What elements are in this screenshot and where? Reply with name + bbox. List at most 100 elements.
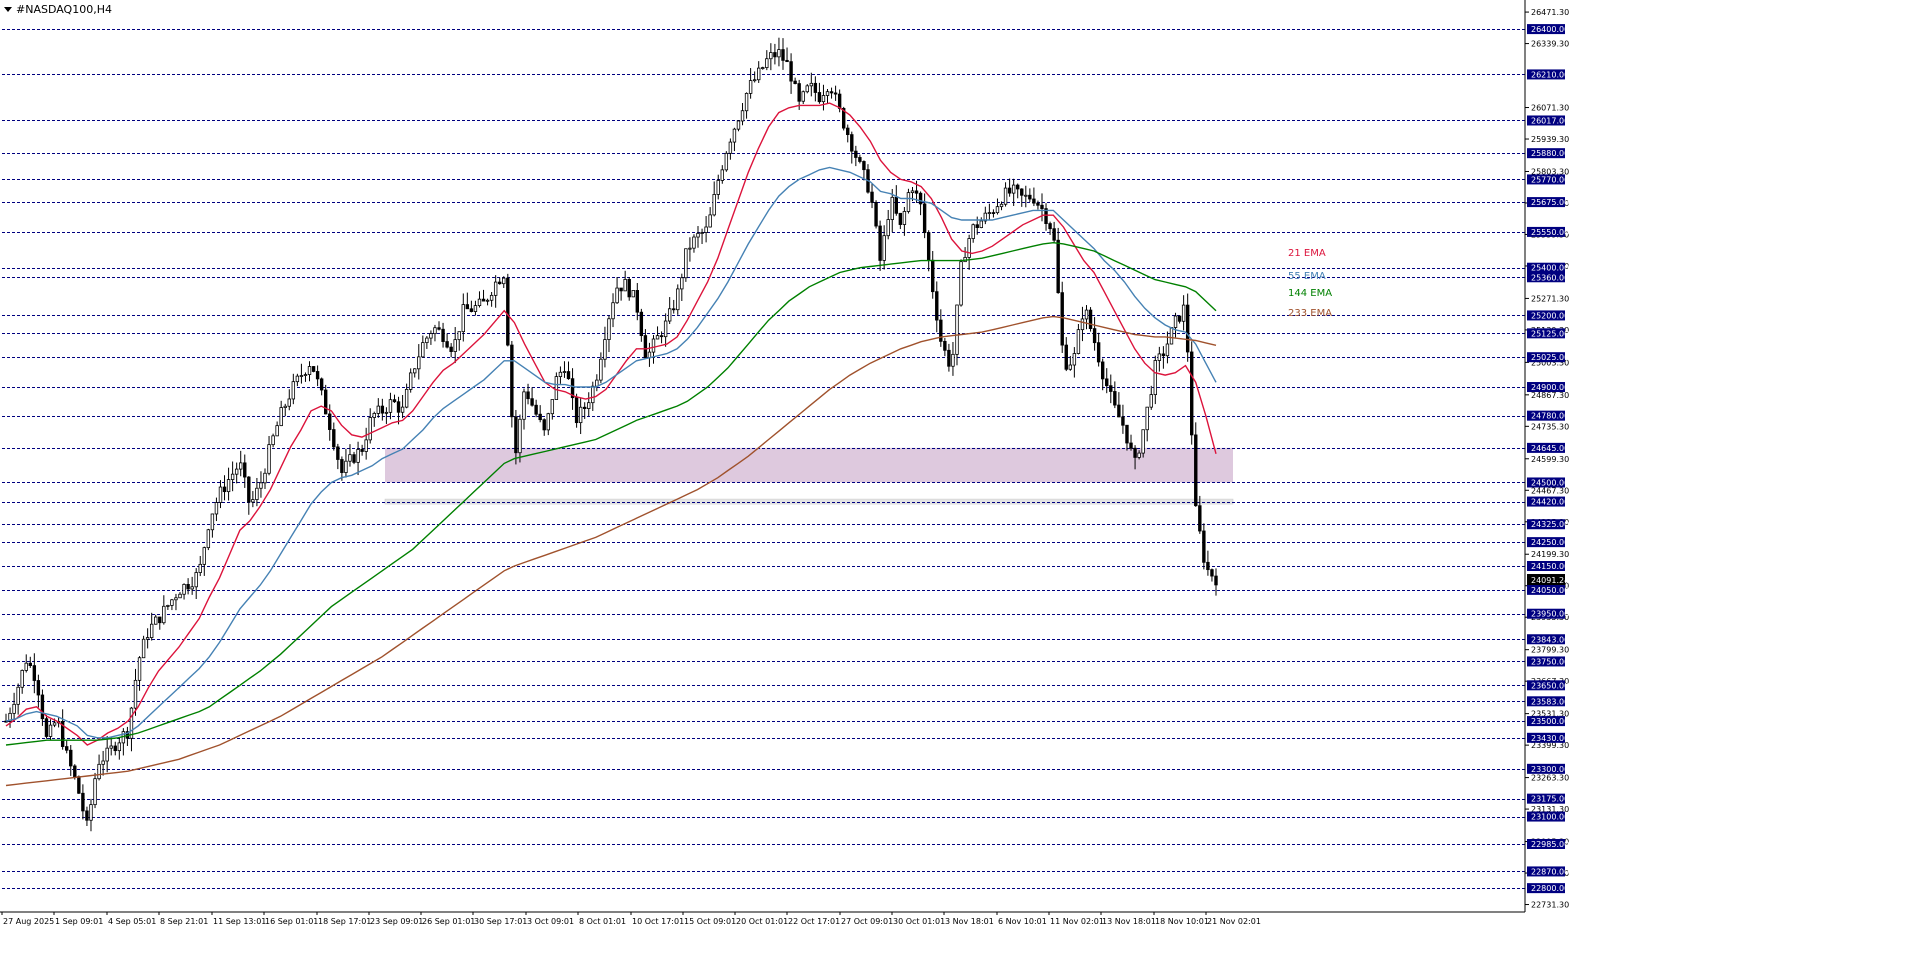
candle-body [283, 405, 287, 408]
candle-body [166, 605, 170, 607]
level-label: 23950.00 [1531, 610, 1569, 619]
price-tick-label: 23263.30 [1531, 774, 1569, 783]
candle-body [752, 79, 757, 82]
level-label: 23500.00 [1531, 717, 1569, 726]
level-label-box [1527, 608, 1565, 619]
candle-body [587, 402, 591, 409]
candle-body [493, 281, 498, 296]
candle-body [623, 278, 627, 292]
level-label-box [1527, 519, 1565, 530]
candle-body [141, 638, 146, 659]
level-label-box [1527, 328, 1565, 339]
candle-body [1181, 304, 1186, 322]
candle-body [700, 232, 704, 234]
support-band [384, 498, 1234, 505]
candle-body [202, 547, 206, 565]
candle-body [991, 212, 996, 214]
candle-body [566, 371, 571, 380]
dropdown-triangle-icon[interactable] [4, 7, 12, 12]
level-label: 23583.00 [1531, 697, 1569, 706]
level-label: 22800.00 [1531, 884, 1569, 893]
candle-body [206, 529, 211, 549]
candle-body [1020, 188, 1024, 196]
level-label: 24500.00 [1531, 478, 1569, 487]
level-label: 24325.00 [1531, 520, 1569, 529]
time-tick-label: 6 Nov 10:01 [998, 917, 1047, 926]
candle-body [24, 662, 28, 671]
chart-title[interactable]: #NASDAQ100,H4 [4, 3, 112, 16]
candle-body [846, 127, 850, 136]
candle-body [275, 425, 279, 437]
candle-body [850, 134, 854, 152]
candle-body [878, 225, 882, 261]
time-tick-label: 30 Oct 01:01 [893, 917, 945, 926]
candle-body [453, 339, 457, 352]
candle-body [16, 686, 20, 705]
candle-body [603, 339, 607, 360]
candle-body [481, 298, 486, 302]
level-label: 24420.00 [1531, 498, 1569, 507]
candle-body [356, 449, 360, 463]
price-tick-label: 24467.30 [1531, 486, 1569, 495]
candle-body [97, 763, 101, 780]
candle-body [20, 670, 24, 688]
candle-body [829, 91, 834, 94]
candle-body [1024, 194, 1028, 197]
level-label-box [1527, 115, 1565, 126]
candle-body [639, 311, 644, 336]
candle-body [874, 202, 878, 227]
candle-body [178, 593, 182, 599]
symbol-label: #NASDAQ100,H4 [16, 3, 112, 16]
candle-body [862, 161, 866, 171]
candle-body [48, 724, 53, 737]
candle-body [607, 318, 611, 340]
candle-body [352, 454, 356, 463]
level-label: 23100.00 [1531, 813, 1569, 822]
level-label: 23430.00 [1531, 734, 1569, 743]
level-label: 24050.00 [1531, 586, 1569, 595]
price-tick-label: 24867.30 [1531, 391, 1569, 400]
candle-body [526, 391, 530, 400]
candle-body [793, 80, 797, 84]
candle-body [619, 287, 623, 292]
price-tick-label: 23131.30 [1531, 805, 1569, 814]
candle-body [676, 288, 680, 311]
level-label: 22870.00 [1531, 867, 1569, 876]
candle-body [1064, 344, 1068, 370]
candle-body [255, 487, 259, 500]
candle-body [582, 406, 587, 409]
candle-body [477, 298, 482, 307]
candle-body [894, 196, 899, 214]
candle-body [947, 349, 951, 367]
candle-body [1214, 575, 1218, 586]
level-label-box [1527, 584, 1565, 595]
candle-body [1040, 204, 1044, 210]
candle-body [635, 290, 640, 313]
price-tick-label: 24735.30 [1531, 422, 1569, 431]
candle-body [360, 449, 364, 452]
zone-rect [385, 447, 1233, 483]
candle-body [332, 429, 336, 448]
candle-body [1060, 292, 1064, 346]
level-label-box [1527, 732, 1565, 743]
candle-body [222, 486, 227, 493]
candle-body [1100, 361, 1105, 380]
candle-body [744, 92, 749, 112]
candle-body [404, 388, 409, 408]
candle-body [267, 444, 271, 474]
candle-body [218, 486, 223, 503]
level-label: 23650.00 [1531, 681, 1569, 690]
candle-body [4, 720, 8, 723]
candle-body [69, 749, 73, 767]
level-label-box [1527, 352, 1565, 363]
candle-body [190, 586, 194, 590]
candle-body [995, 206, 1000, 214]
candle-body [558, 371, 563, 378]
level-label-box [1527, 634, 1565, 645]
candle-body [1036, 202, 1040, 206]
candle-body [154, 616, 158, 625]
candle-body [408, 372, 413, 390]
candle-body [1117, 404, 1121, 418]
